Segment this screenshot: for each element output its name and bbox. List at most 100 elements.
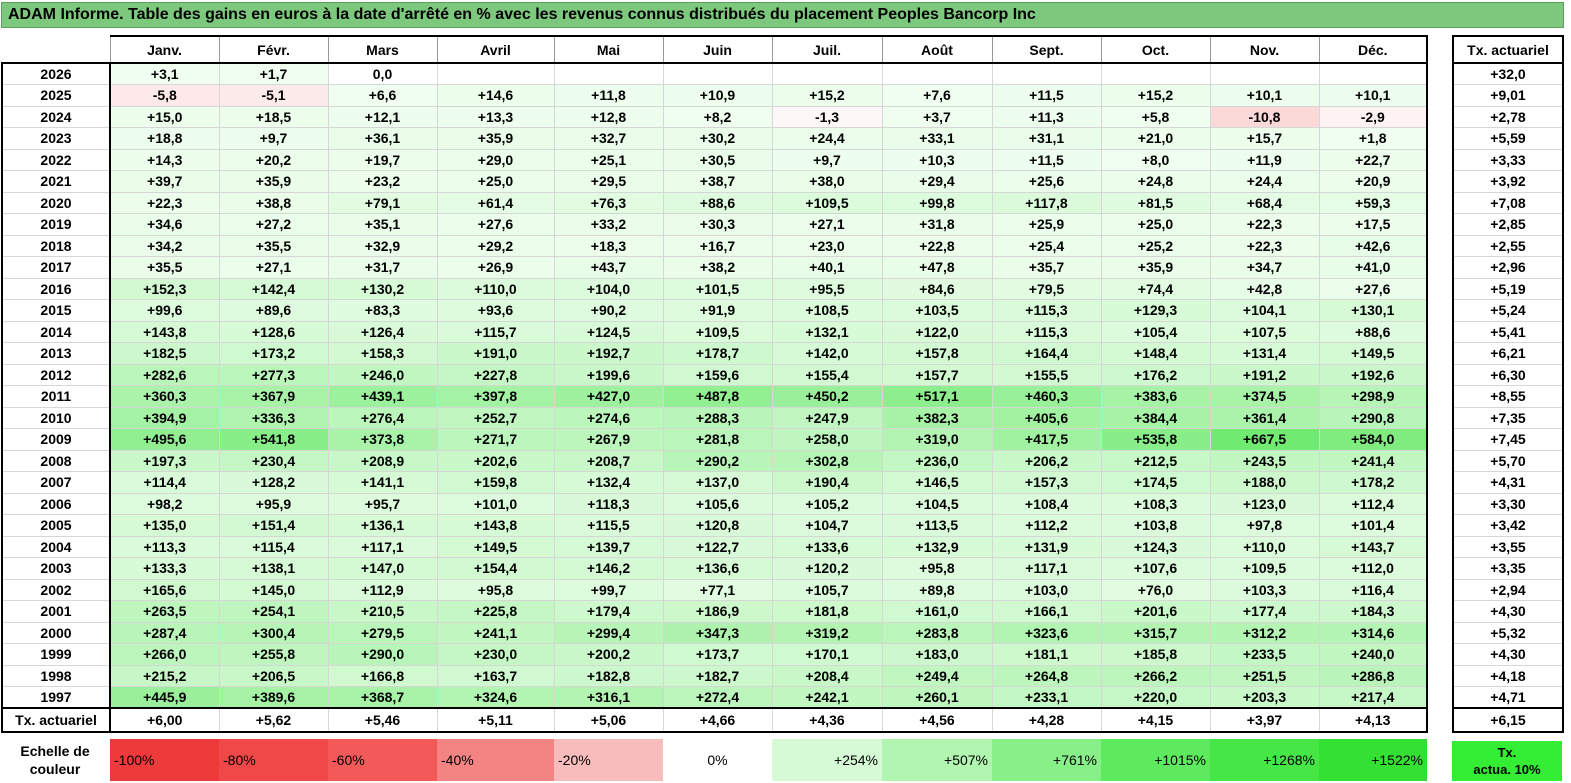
gain-cell: +233,1 xyxy=(991,686,1102,709)
gain-cell: +323,6 xyxy=(991,621,1102,644)
gain-cell: +374,5 xyxy=(1209,385,1320,408)
table-row: 2012 +282,6 +277,3 +246,0 +227,8 +199,6 +159,6… xyxy=(1,363,1428,386)
color-scale-swatch: -40% xyxy=(437,739,554,781)
gain-cell: +88,6 xyxy=(662,191,773,214)
color-scale-swatch: -100% xyxy=(110,739,219,781)
gain-cell: +17,5 xyxy=(1318,213,1428,236)
footer-rate-cell: +4,56 xyxy=(881,707,993,733)
actuarial-rate-cell: +6,21 xyxy=(1452,342,1564,364)
gain-cell: +389,6 xyxy=(218,686,329,709)
year-label: 2013 xyxy=(1,342,111,365)
gain-cell xyxy=(1100,62,1211,85)
actuarial-rate-cell: +2,85 xyxy=(1452,213,1564,235)
year-label: 2015 xyxy=(1,299,111,322)
gain-cell: +367,9 xyxy=(218,385,329,408)
table-row: 1999 +266,0 +255,8 +290,0 +230,0 +200,2 +173,7… xyxy=(1,643,1428,666)
gain-cell: +6,6 xyxy=(327,84,438,107)
gain-cell: +115,7 xyxy=(436,320,555,343)
gain-cell: +166,8 xyxy=(327,664,438,687)
page-title: ADAM Informe. Table des gains en euros à… xyxy=(1,2,1564,28)
gain-cell: +109,5 xyxy=(771,191,883,214)
footer-rate-cell: +4,13 xyxy=(1318,707,1428,733)
table-row: 2008 +197,3 +230,4 +208,9 +202,6 +208,7 +290,2… xyxy=(1,449,1428,472)
gain-cell: +30,2 xyxy=(662,127,773,150)
footer-rate-cell: +4,15 xyxy=(1100,707,1211,733)
year-label: 2020 xyxy=(1,191,111,214)
gain-cell: +192,6 xyxy=(1318,363,1428,386)
gain-cell: +21,0 xyxy=(1100,127,1211,150)
gain-cell: +149,5 xyxy=(1318,342,1428,365)
gain-cell: +35,1 xyxy=(327,213,438,236)
gain-cell: +149,5 xyxy=(436,535,555,558)
month-header: Janv. xyxy=(109,35,220,64)
year-label: 2008 xyxy=(1,449,111,472)
gain-cell: +31,1 xyxy=(991,127,1102,150)
gain-cell: +8,2 xyxy=(662,105,773,128)
gain-cell: +159,6 xyxy=(662,363,773,386)
gain-cell: +154,4 xyxy=(436,557,555,580)
gain-cell: +29,4 xyxy=(881,170,993,193)
gain-cell: +131,9 xyxy=(991,535,1102,558)
gain-cell: +76,3 xyxy=(553,191,664,214)
gain-cell: +133,6 xyxy=(771,535,883,558)
gain-cell: -10,8 xyxy=(1209,105,1320,128)
gain-cell: +133,3 xyxy=(109,557,220,580)
gain-cell: +324,6 xyxy=(436,686,555,709)
table-row: 2024 +15,0 +18,5 +12,1 +13,3 +12,8 +8,2 -1,3 +3,… xyxy=(1,105,1428,128)
gain-cell: +394,9 xyxy=(109,406,220,429)
gain-cell: +79,1 xyxy=(327,191,438,214)
footer-rate-cell: +4,66 xyxy=(662,707,773,733)
gain-cell: +108,3 xyxy=(1100,492,1211,515)
gain-cell: +105,7 xyxy=(771,578,883,601)
gain-cell: +312,2 xyxy=(1209,621,1320,644)
gain-cell: +25,9 xyxy=(991,213,1102,236)
gain-cell: +163,7 xyxy=(436,664,555,687)
gain-cell: +287,4 xyxy=(109,621,220,644)
gain-cell: +336,3 xyxy=(218,406,329,429)
actuarial-rate-cell: +5,32 xyxy=(1452,621,1564,644)
gain-cell: +108,5 xyxy=(771,299,883,322)
gain-cell: +25,0 xyxy=(1100,213,1211,236)
gain-cell: +279,5 xyxy=(327,621,438,644)
year-label: 2002 xyxy=(1,578,111,601)
gain-cell: +29,0 xyxy=(436,148,555,171)
gain-cell: +142,0 xyxy=(771,342,883,365)
gain-cell: +22,8 xyxy=(881,234,993,257)
actuarial-rate-cell: +7,35 xyxy=(1452,406,1564,429)
gain-cell: +246,0 xyxy=(327,363,438,386)
footer-rate-cell: +4,28 xyxy=(991,707,1102,733)
gain-cell: +157,8 xyxy=(881,342,993,365)
gain-cell: +179,4 xyxy=(553,600,664,623)
gain-cell: +302,8 xyxy=(771,449,883,472)
gain-cell: +460,3 xyxy=(991,385,1102,408)
gain-cell: +79,5 xyxy=(991,277,1102,300)
gain-cell: +29,2 xyxy=(436,234,555,257)
gain-cell: +115,3 xyxy=(991,320,1102,343)
gain-cell: +282,6 xyxy=(109,363,220,386)
gain-cell: +191,2 xyxy=(1209,363,1320,386)
table-row: 2000 +287,4 +300,4 +279,5 +241,1 +299,4 +347,3… xyxy=(1,621,1428,644)
color-scale-swatch: +507% xyxy=(882,739,992,781)
gain-cell: +173,2 xyxy=(218,342,329,365)
year-label: 2009 xyxy=(1,428,111,451)
gain-cell: +112,9 xyxy=(327,578,438,601)
footer-rate-cell: +5,62 xyxy=(218,707,329,733)
gain-cell xyxy=(1318,62,1428,85)
color-scale-swatch: +761% xyxy=(992,739,1101,781)
gain-cell: +260,1 xyxy=(881,686,993,709)
gain-cell: +300,4 xyxy=(218,621,329,644)
gain-cell: +255,8 xyxy=(218,643,329,666)
gain-cell: +95,8 xyxy=(436,578,555,601)
gain-cell: +128,6 xyxy=(218,320,329,343)
gain-cell: +32,9 xyxy=(327,234,438,257)
gain-cell: +23,2 xyxy=(327,170,438,193)
gain-cell: +115,5 xyxy=(553,514,664,537)
gain-cell: +7,6 xyxy=(881,84,993,107)
table-row: 2023 +18,8 +9,7 +36,1 +35,9 +32,7 +30,2 +24,4 +3… xyxy=(1,127,1428,150)
gain-cell: +113,3 xyxy=(109,535,220,558)
gain-cell: +14,3 xyxy=(109,148,220,171)
actuarial-rate-cell: +32,0 xyxy=(1452,62,1564,85)
gain-cell: +18,5 xyxy=(218,105,329,128)
actuarial-rate-cell: +7,08 xyxy=(1452,191,1564,214)
gain-cell: +254,1 xyxy=(218,600,329,623)
